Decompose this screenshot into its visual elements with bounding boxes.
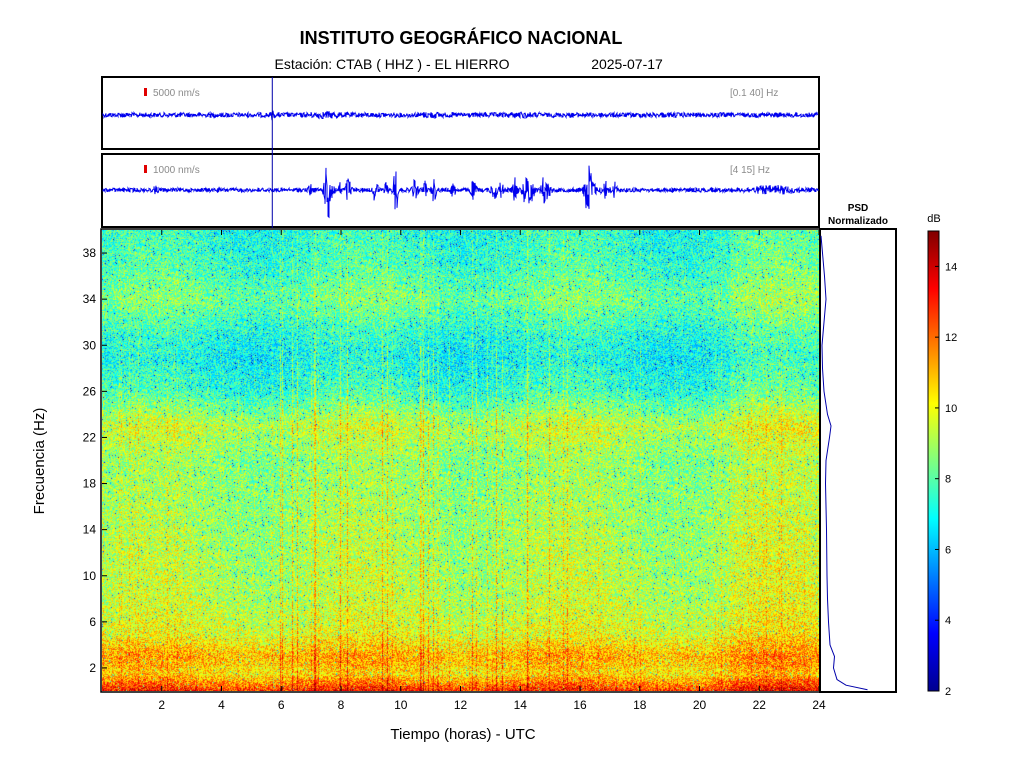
x-tick-label: 10 — [394, 698, 408, 712]
y-tick-label: 30 — [83, 338, 97, 352]
filter-label-2: [4 15] Hz — [730, 165, 770, 176]
seismogram-trace-2 — [102, 165, 819, 219]
psd-title-line2: Normalizado — [828, 216, 888, 227]
station-label: Estación: CTAB ( HHZ ) - EL HIERRO — [275, 56, 510, 72]
y-axis-label: Frecuencia (Hz) — [31, 408, 48, 515]
psd-title-line1: PSD — [848, 203, 869, 214]
colorbar-tick-label: 10 — [945, 403, 957, 415]
colorbar-tick-label: 2 — [945, 686, 951, 698]
x-tick-label: 24 — [812, 698, 826, 712]
x-tick-label: 20 — [693, 698, 707, 712]
colorbar-gradient — [927, 230, 940, 692]
x-tick-label: 14 — [514, 698, 528, 712]
y-tick-label: 22 — [83, 430, 97, 444]
x-tick-label: 4 — [218, 698, 225, 712]
seismogram-trace-1 — [102, 110, 819, 121]
y-tick-label: 18 — [83, 477, 97, 491]
date-label: 2025-07-17 — [591, 56, 663, 72]
y-tick-label: 6 — [89, 615, 96, 629]
psd-panel: PSD Normalizado — [819, 203, 897, 693]
filter-label-1: [0.1 40] Hz — [730, 88, 778, 99]
colorbar: dB 2 4 6 8 10 12 14 — [927, 213, 957, 698]
seismogram-panel-broadband: 5000 nm/s [0.1 40] Hz — [101, 76, 820, 150]
x-axis-label: Tiempo (horas) - UTC — [390, 726, 535, 743]
x-tick-label: 18 — [633, 698, 647, 712]
colorbar-tick-label: 12 — [945, 332, 957, 344]
x-tick-label: 16 — [573, 698, 587, 712]
psd-curve — [820, 235, 868, 691]
y-tick-label: 26 — [83, 384, 97, 398]
amplitude-scale-label-1: 5000 nm/s — [153, 88, 200, 99]
spectrogram-heatmap — [102, 230, 819, 691]
colorbar-tick-label: 6 — [945, 544, 951, 556]
y-tick-label: 2 — [89, 661, 96, 675]
figure-title: INSTITUTO GEOGRÁFICO NACIONAL — [300, 27, 623, 48]
x-tick-label: 6 — [278, 698, 285, 712]
y-tick-label: 10 — [83, 569, 97, 583]
colorbar-ticks: 2 4 6 8 10 12 14 — [935, 261, 957, 698]
seismogram-panel-filtered: 1000 nm/s [4 15] Hz — [101, 153, 820, 228]
amplitude-scale-bar-2 — [144, 165, 147, 173]
x-tick-label: 2 — [158, 698, 165, 712]
x-tick-label: 12 — [454, 698, 468, 712]
amplitude-scale-bar-1 — [144, 88, 147, 96]
colorbar-unit-label: dB — [927, 213, 940, 225]
y-tick-label: 34 — [83, 292, 97, 306]
colorbar-tick-label: 14 — [945, 261, 957, 273]
colorbar-tick-label: 4 — [945, 615, 951, 627]
x-tick-label: 8 — [338, 698, 345, 712]
amplitude-scale-label-2: 1000 nm/s — [153, 165, 200, 176]
y-tick-label: 14 — [83, 523, 97, 537]
y-tick-label: 38 — [83, 246, 97, 260]
colorbar-tick-label: 8 — [945, 474, 951, 486]
x-tick-label: 22 — [753, 698, 767, 712]
